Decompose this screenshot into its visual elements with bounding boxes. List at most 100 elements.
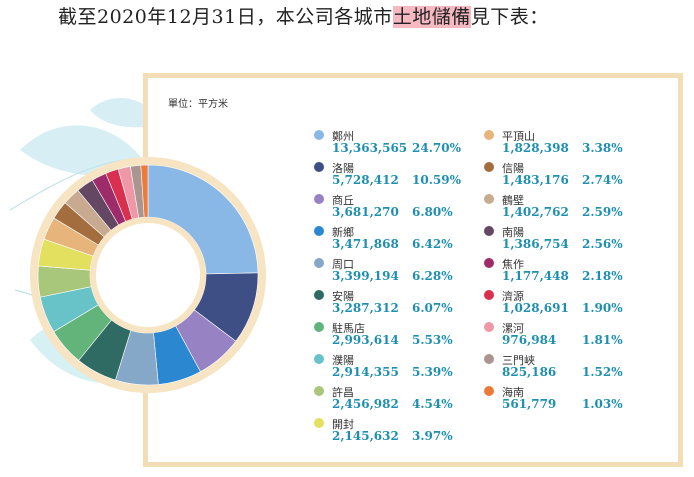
legend-swatch xyxy=(314,322,324,332)
legend-city-name: 焦作 xyxy=(502,258,524,271)
legend-item: 濮陽 2,914,355 5.39% xyxy=(314,352,514,382)
legend-value: 2,914,355 xyxy=(332,365,399,379)
legend-city-name: 鄭州 xyxy=(332,130,354,143)
legend-item: 開封 2,145,632 3.97% xyxy=(314,416,514,446)
legend-city-name: 海南 xyxy=(502,386,524,399)
legend-swatch xyxy=(484,130,494,140)
legend-city-name: 漯河 xyxy=(502,322,524,335)
legend-percentage: 2.74% xyxy=(582,173,623,187)
donut-hole xyxy=(96,223,200,327)
legend-item: 三門峽 825,186 1.52% xyxy=(484,352,684,382)
legend-city-name: 濟源 xyxy=(502,290,524,303)
legend-percentage: 2.56% xyxy=(582,237,623,251)
legend-percentage: 3.38% xyxy=(582,141,623,155)
legend-percentage: 1.90% xyxy=(582,301,623,315)
donut-chart xyxy=(30,157,266,393)
legend-swatch xyxy=(314,290,324,300)
legend-item: 許昌 2,456,982 4.54% xyxy=(314,384,514,414)
legend-value: 561,779 xyxy=(502,397,557,411)
legend-item: 駐馬店 2,993,614 5.53% xyxy=(314,320,514,350)
legend-percentage: 3.97% xyxy=(412,429,453,443)
legend-swatch xyxy=(484,258,494,268)
legend-value: 825,186 xyxy=(502,365,557,379)
legend-value: 1,483,176 xyxy=(502,173,569,187)
legend-value: 1,028,691 xyxy=(502,301,569,315)
legend-city-name: 三門峽 xyxy=(502,354,535,367)
legend-percentage: 2.18% xyxy=(582,269,623,283)
legend-item: 新鄉 3,471,868 6.42% xyxy=(314,224,514,254)
legend-percentage: 6.80% xyxy=(412,205,453,219)
legend-city-name: 濮陽 xyxy=(332,354,354,367)
legend-swatch xyxy=(314,418,324,428)
legend-swatch xyxy=(484,322,494,332)
legend-city-name: 周口 xyxy=(332,258,354,271)
legend-percentage: 5.39% xyxy=(412,365,453,379)
legend-city-name: 駐馬店 xyxy=(332,322,365,335)
legend-percentage: 1.03% xyxy=(582,397,623,411)
legend-percentage: 5.53% xyxy=(412,333,453,347)
legend-item: 濟源 1,028,691 1.90% xyxy=(484,288,684,318)
legend-swatch xyxy=(314,162,324,172)
legend-percentage: 6.42% xyxy=(412,237,453,251)
legend-city-name: 鶴壁 xyxy=(502,194,524,207)
legend-city-name: 南陽 xyxy=(502,226,524,239)
legend-swatch xyxy=(484,354,494,364)
legend-item: 洛陽 5,728,412 10.59% xyxy=(314,160,514,190)
legend-percentage: 2.59% xyxy=(582,205,623,219)
heading-suffix: 見下表： xyxy=(470,6,549,28)
legend-item: 鶴壁 1,402,762 2.59% xyxy=(484,192,684,222)
legend-percentage: 6.28% xyxy=(412,269,453,283)
legend-percentage: 4.54% xyxy=(412,397,453,411)
heading-prefix: 截至2020年12月31日，本公司各城市 xyxy=(58,6,393,28)
legend-swatch xyxy=(314,258,324,268)
legend-item: 焦作 1,177,448 2.18% xyxy=(484,256,684,286)
legend-percentage: 10.59% xyxy=(412,173,461,187)
legend-item: 漯河 976,984 1.81% xyxy=(484,320,684,350)
legend-item: 安陽 3,287,312 6.07% xyxy=(314,288,514,318)
legend-value: 1,177,448 xyxy=(502,269,569,283)
legend-item: 南陽 1,386,754 2.56% xyxy=(484,224,684,254)
legend-value: 2,145,632 xyxy=(332,429,399,443)
legend-item: 平頂山 1,828,398 3.38% xyxy=(484,128,684,158)
legend-city-name: 信陽 xyxy=(502,162,524,175)
legend-swatch xyxy=(314,130,324,140)
legend-value: 3,681,270 xyxy=(332,205,399,219)
legend-city-name: 平頂山 xyxy=(502,130,535,143)
legend-swatch xyxy=(314,354,324,364)
legend-swatch xyxy=(484,290,494,300)
legend-value: 976,984 xyxy=(502,333,557,347)
legend-value: 13,363,565 xyxy=(332,141,408,155)
legend-percentage: 6.07% xyxy=(412,301,453,315)
legend-value: 3,287,312 xyxy=(332,301,399,315)
legend-swatch xyxy=(484,162,494,172)
legend-value: 3,471,868 xyxy=(332,237,399,251)
legend-value: 3,399,194 xyxy=(332,269,399,283)
legend-city-name: 許昌 xyxy=(332,386,354,399)
legend-swatch xyxy=(484,386,494,396)
legend-value: 1,386,754 xyxy=(502,237,569,251)
legend-value: 1,828,398 xyxy=(502,141,569,155)
legend-percentage: 24.70% xyxy=(412,141,461,155)
legend-item: 鄭州 13,363,565 24.70% xyxy=(314,128,514,158)
legend-city-name: 安陽 xyxy=(332,290,354,303)
intro-heading: 截至2020年12月31日，本公司各城市土地儲備見下表： xyxy=(58,2,678,29)
unit-label: 單位：平方米 xyxy=(168,99,228,110)
legend-item: 信陽 1,483,176 2.74% xyxy=(484,160,684,190)
legend-item: 商丘 3,681,270 6.80% xyxy=(314,192,514,222)
legend-swatch xyxy=(484,194,494,204)
legend-value: 1,402,762 xyxy=(502,205,569,219)
legend-swatch xyxy=(314,226,324,236)
legend-value: 5,728,412 xyxy=(332,173,399,187)
legend-item: 周口 3,399,194 6.28% xyxy=(314,256,514,286)
legend-value: 2,993,614 xyxy=(332,333,399,347)
legend-value: 2,456,982 xyxy=(332,397,399,411)
legend-swatch xyxy=(314,194,324,204)
legend-percentage: 1.52% xyxy=(582,365,623,379)
heading-highlight: 土地儲備 xyxy=(392,6,471,28)
legend-percentage: 1.81% xyxy=(582,333,623,347)
legend-swatch xyxy=(484,226,494,236)
legend-city-name: 新鄉 xyxy=(332,226,354,239)
legend-city-name: 商丘 xyxy=(332,194,354,207)
legend-swatch xyxy=(314,386,324,396)
legend-item: 海南 561,779 1.03% xyxy=(484,384,684,414)
